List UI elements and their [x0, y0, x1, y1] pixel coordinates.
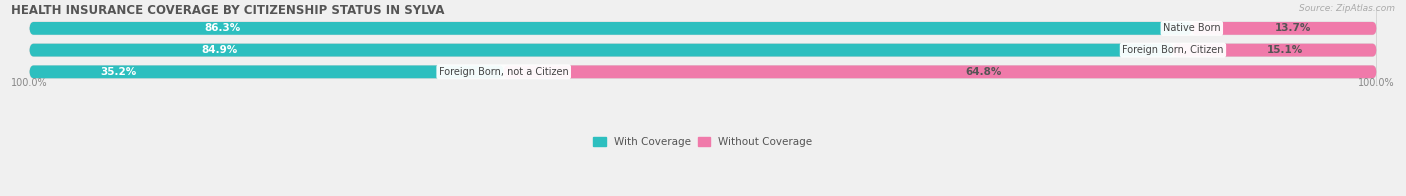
Legend: With Coverage, Without Coverage: With Coverage, Without Coverage [593, 137, 813, 147]
Text: Foreign Born, Citizen: Foreign Born, Citizen [1122, 45, 1223, 55]
FancyBboxPatch shape [30, 65, 1376, 78]
FancyBboxPatch shape [30, 44, 1376, 56]
FancyBboxPatch shape [30, 22, 1192, 35]
Text: 100.0%: 100.0% [1358, 78, 1395, 88]
Text: 15.1%: 15.1% [1267, 45, 1303, 55]
FancyBboxPatch shape [30, 22, 1376, 35]
Text: 64.8%: 64.8% [966, 67, 1002, 77]
Text: 86.3%: 86.3% [204, 23, 240, 33]
FancyBboxPatch shape [30, 44, 1173, 56]
Text: 84.9%: 84.9% [201, 45, 238, 55]
Text: 13.7%: 13.7% [1275, 23, 1312, 33]
Text: Source: ZipAtlas.com: Source: ZipAtlas.com [1299, 4, 1395, 13]
FancyBboxPatch shape [1173, 44, 1376, 56]
FancyBboxPatch shape [30, 65, 503, 78]
Text: Foreign Born, not a Citizen: Foreign Born, not a Citizen [439, 67, 568, 77]
FancyBboxPatch shape [503, 65, 1376, 78]
Text: HEALTH INSURANCE COVERAGE BY CITIZENSHIP STATUS IN SYLVA: HEALTH INSURANCE COVERAGE BY CITIZENSHIP… [11, 4, 444, 17]
Text: 35.2%: 35.2% [101, 67, 136, 77]
Text: 100.0%: 100.0% [11, 78, 48, 88]
FancyBboxPatch shape [1192, 22, 1376, 35]
Text: Native Born: Native Born [1163, 23, 1220, 33]
